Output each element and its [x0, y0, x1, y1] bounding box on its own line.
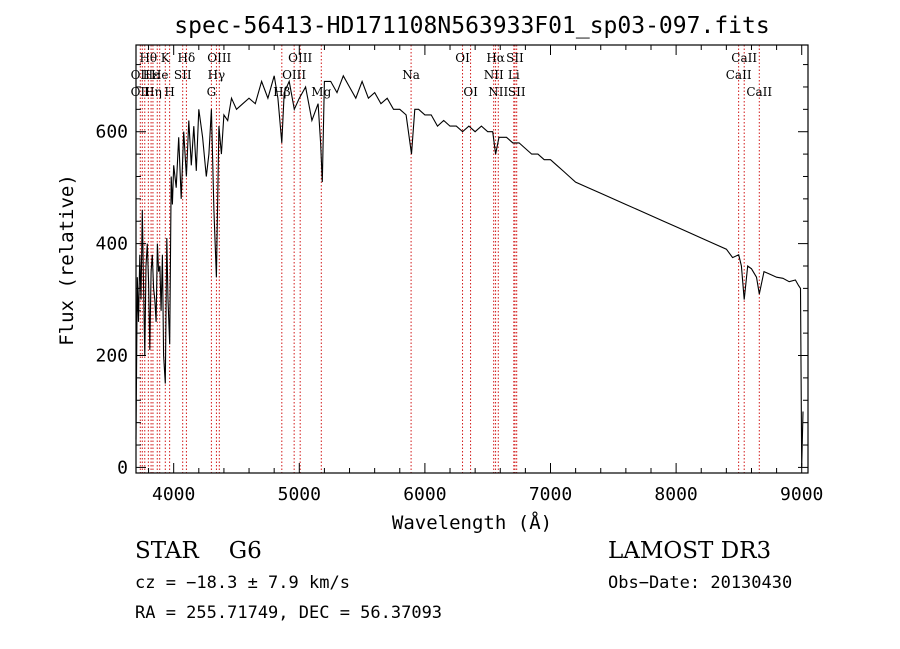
emission-line-markers [139, 45, 760, 473]
line-label-14: OIII [288, 51, 312, 65]
line-label-8: SII [174, 68, 192, 82]
x-tick-label-3: 7000 [529, 484, 572, 505]
line-label-25: SII [508, 85, 526, 99]
line-label-26: CaII [731, 51, 757, 65]
radec-text: RA = 255.71749, DEC = 56.37093 [135, 603, 443, 623]
line-label-9: Hδ [178, 51, 196, 65]
y-tick-label-2: 400 [95, 234, 128, 255]
line-label-4: Hη [144, 85, 162, 99]
line-label-18: OI [455, 51, 470, 65]
spectrum-line [135, 74, 804, 468]
line-label-7: H [164, 85, 174, 99]
line-label-23: SII [506, 51, 524, 65]
line-label-3: Hε [143, 68, 160, 82]
line-label-15: OIII [282, 68, 306, 82]
chart-title: spec-56413-HD171108N563933F01_sp03-097.f… [174, 13, 769, 39]
line-label-10: OIII [207, 51, 231, 65]
survey-label: LAMOST DR3 [608, 538, 772, 564]
line-label-6: He [151, 68, 169, 82]
x-tick-label-5: 9000 [780, 484, 823, 505]
line-label-19: OI [463, 85, 478, 99]
line-label-20: Hα [486, 51, 505, 65]
line-label-22: NII [488, 85, 508, 99]
line-label-0: Hθ [139, 51, 157, 65]
line-label-28: CaII [746, 85, 772, 99]
redshift-text: cz = −18.3 ± 7.9 km/s [135, 573, 350, 593]
line-label-11: Hγ [208, 68, 226, 82]
line-label-21: NII [484, 68, 504, 82]
obs-date-text: Obs−Date: 20130430 [608, 573, 793, 593]
x-tick-label-0: 4000 [152, 484, 195, 505]
object-class: STAR G6 [135, 538, 262, 564]
line-label-24: Li [508, 68, 520, 82]
line-label-17: Na [402, 68, 420, 82]
y-tick-label-0: 0 [117, 457, 128, 478]
class-label: STAR [135, 538, 199, 564]
plot-frame [135, 44, 809, 474]
x-tick-label-4: 8000 [654, 484, 697, 505]
line-label-27: CaII [726, 68, 752, 82]
x-axis: 4000 5000 6000 7000 8000 9000 [148, 45, 823, 505]
line-label-16: Mg [311, 85, 331, 99]
y-axis-label: Flux (relative) [56, 174, 78, 346]
line-label-12: G [207, 85, 217, 99]
y-tick-label-1: 200 [95, 346, 128, 367]
y-axis: 0 200 400 600 [95, 64, 808, 478]
x-tick-label-2: 6000 [403, 484, 446, 505]
x-axis-label: Wavelength (Å) [392, 511, 552, 534]
line-label-5: K [161, 51, 171, 65]
x-tick-label-1: 5000 [278, 484, 321, 505]
y-tick-label-3: 600 [95, 122, 128, 143]
subclass-label: G6 [228, 538, 262, 564]
